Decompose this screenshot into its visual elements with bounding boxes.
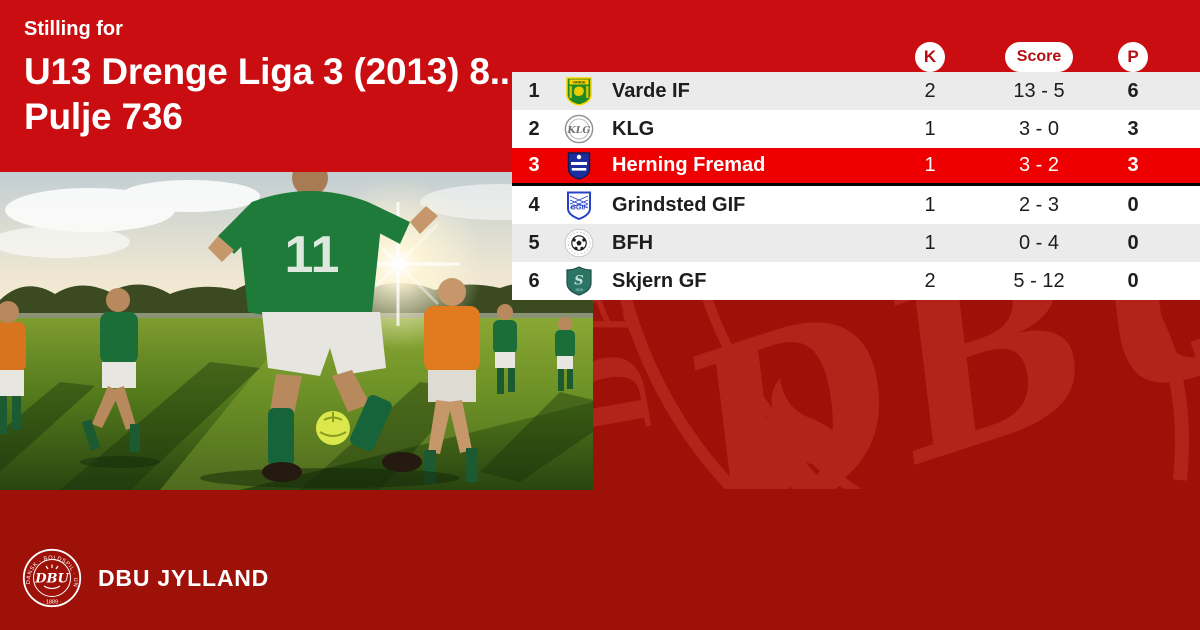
table-row-herning-fremad-highlighted: 3 Herning Fremad 1 3 - 2 3 [512,148,1200,186]
goal-score: 3 - 2 [1018,154,1060,176]
svg-text:KLG: KLG [566,125,590,136]
table-body: 1 VARDE Varde IF 2 13 - 5 6 [512,72,1200,300]
player-far-left-orange [0,301,26,434]
svg-text:DBU: DBU [646,300,1200,489]
points: 0 [1127,269,1139,292]
goal-score: 0 - 4 [1018,231,1060,254]
title-block: Stilling for U13 Drenge Liga 3 (2013) 8.… [24,18,510,139]
position: 6 [528,269,540,292]
column-header-score: Score [1004,42,1074,72]
brand-name: DBU JYLLAND [98,564,270,591]
player-right-distant-green [555,317,575,391]
points: 3 [1127,117,1139,140]
footer-branding: DANSK · BOLDSPIL · UNION · 1889 · DBU DB… [22,548,269,608]
match-photo: 11 [0,172,593,490]
svg-text:· 1889 ·: · 1889 · [43,600,62,606]
table-row-grindsted-gif: 4 GGIF Grindsted GIF 1 2 - 3 0 [512,186,1200,224]
goal-score: 13 - 5 [1013,79,1065,102]
matches-played: 1 [924,154,936,176]
column-header-p: P [1118,42,1148,72]
svg-text:GGIF: GGIF [570,205,588,212]
club-logo-skjern-gf-icon: S 1919 [556,266,602,296]
position: 2 [528,117,540,140]
goal-score: 3 - 0 [1018,117,1060,140]
matches-played: 1 [924,193,936,216]
goal-score: 2 - 3 [1018,193,1060,216]
column-header-k: K [915,42,945,72]
shorts [262,312,386,376]
table-row-bfh: 5 BFH 1 0 - 4 0 [512,224,1200,262]
club-name: BFH [612,231,654,254]
club-name: Skjern GF [612,269,707,292]
position: 1 [528,79,540,102]
standings-table: K Score P 1 VARDE Varde IF 2 [512,42,1200,300]
main-player: 11 [200,172,460,488]
club-logo-grindsted-gif-icon: GGIF [556,190,602,220]
club-logo-herning-fremad-icon [556,151,602,181]
table-row-varde-if: 1 VARDE Varde IF 2 13 - 5 6 [512,72,1200,110]
position: 5 [528,231,540,254]
grass-shadows [0,362,593,490]
club-name: Grindsted GIF [612,193,746,216]
goal-score: 5 - 12 [1013,269,1065,292]
dbu-crest-icon: DANSK · BOLDSPIL · UNION · 1889 · DBU [22,548,82,608]
player-left-green [80,288,160,468]
svg-text:11: 11 [285,226,340,284]
player-orange-bib [424,278,480,484]
svg-text:S: S [574,274,583,289]
points: 3 [1127,154,1139,176]
player-mid-distant-green [493,304,517,394]
matches-played: 1 [924,117,936,140]
svg-text:DBU: DBU [34,572,69,587]
matches-played: 1 [924,231,936,254]
table-header: K Score P [512,42,1200,72]
svg-text:1919: 1919 [575,288,583,292]
club-logo-varde-if-icon: VARDE [556,76,602,106]
club-logo-klg-icon: KLG [556,114,602,144]
club-name: KLG [612,117,655,140]
table-row-klg: 2 KLG KLG 1 3 - 0 3 [512,110,1200,148]
background-players [0,278,575,484]
position: 4 [528,193,540,216]
points: 6 [1127,79,1139,102]
position: 3 [528,154,540,176]
eyebrow-label: Stilling for [24,18,123,40]
points: 0 [1127,193,1139,216]
svg-text:VARDE: VARDE [572,81,585,85]
club-logo-bfh-icon [556,228,602,258]
football [316,411,350,445]
points: 0 [1127,231,1139,254]
club-name: Herning Fremad [612,154,766,176]
league-title: U13 Drenge Liga 3 (2013) 8.. [24,51,510,92]
matches-played: 2 [924,269,936,292]
club-name: Varde IF [612,79,690,102]
jersey [238,191,382,319]
pool-title: Pulje 736 [24,96,183,137]
matches-played: 2 [924,79,936,102]
table-row-skjern-gf: 6 S 1919 Skjern GF 2 5 - 12 0 [512,262,1200,300]
